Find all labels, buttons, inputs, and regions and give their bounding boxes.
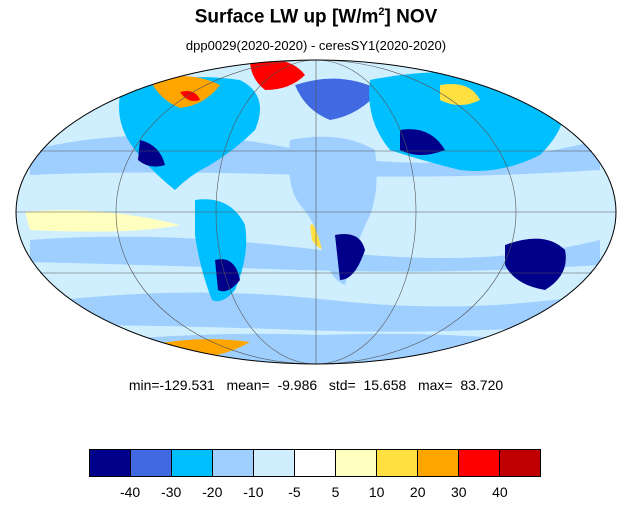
southern-ocean-band bbox=[60, 292, 590, 332]
colorbar-tick-label: 10 bbox=[368, 484, 385, 500]
colorbar-tick-label: -10 bbox=[243, 484, 264, 500]
colorbar-box bbox=[459, 450, 500, 476]
antarctica bbox=[60, 333, 570, 364]
colorbar-tick-label: -40 bbox=[119, 484, 141, 500]
title-superscript: 2 bbox=[378, 6, 385, 18]
australia bbox=[505, 238, 566, 290]
title-text: Surface LW up [W/m bbox=[194, 6, 379, 28]
colorbar-tick-label: 20 bbox=[409, 484, 426, 500]
colorbar-tick-label: -30 bbox=[161, 484, 182, 500]
colorbar-box bbox=[213, 450, 254, 476]
stats-line: min=-129.531 mean= -9.986 std= 15.658 ma… bbox=[128, 377, 504, 393]
title-text-rest: ] NOV bbox=[384, 6, 438, 28]
north-america-dark bbox=[138, 140, 165, 167]
map-outline bbox=[15, 59, 617, 365]
asia-dark bbox=[400, 129, 445, 155]
plot-title: Surface LW up [W/m2] NOV bbox=[0, 6, 632, 28]
ocean-band-south bbox=[30, 236, 600, 272]
colorbar-tick-label: 30 bbox=[451, 484, 467, 500]
colorbar-tick-label: 40 bbox=[492, 484, 508, 500]
plot-subtitle: dpp0029(2020-2020) - ceresSY1(2020-2020) bbox=[185, 38, 447, 53]
colorbar-box bbox=[295, 450, 336, 476]
colorbar-box bbox=[500, 450, 540, 476]
colorbar-tick-label: 5 bbox=[331, 484, 340, 500]
colorbar-box bbox=[418, 450, 459, 476]
colorbar-box bbox=[377, 450, 418, 476]
siberia-warm bbox=[440, 84, 480, 105]
north-america-hot bbox=[180, 91, 200, 101]
africa-south-dark bbox=[335, 234, 365, 280]
colorbar-tick-label: -5 bbox=[288, 484, 301, 500]
colorbar bbox=[89, 449, 541, 477]
colorbar-box bbox=[172, 450, 213, 476]
colorbar-box bbox=[254, 450, 295, 476]
pacific-warm-patch bbox=[25, 210, 180, 232]
colorbar-tick-label: -20 bbox=[202, 484, 223, 500]
colorbar-box bbox=[131, 450, 172, 476]
south-america-dark bbox=[215, 259, 240, 292]
colorbar-box bbox=[90, 450, 131, 476]
colorbar-box bbox=[336, 450, 377, 476]
